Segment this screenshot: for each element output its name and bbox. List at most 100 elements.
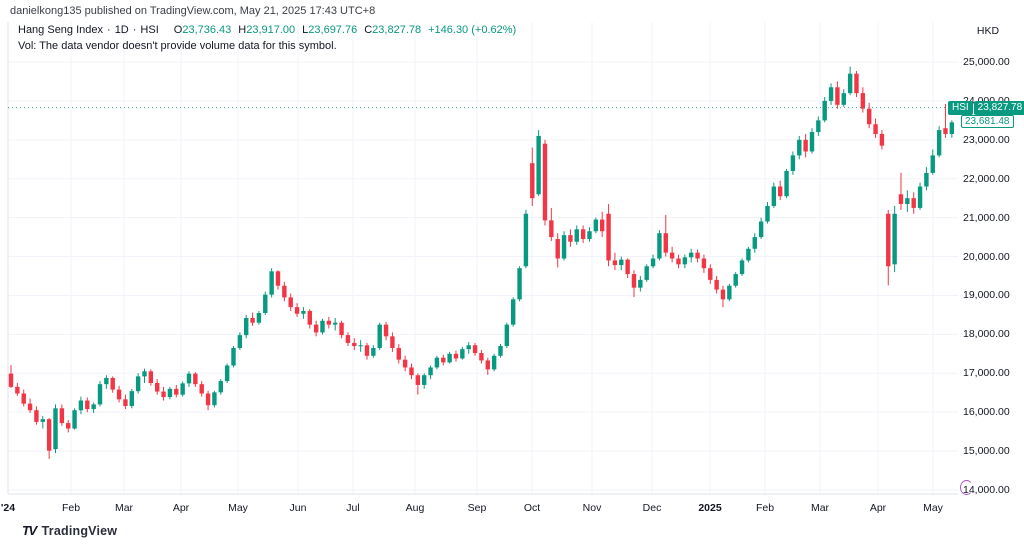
price-axis-tick: 20,000.00 <box>963 250 1010 263</box>
candle-body <box>580 229 586 240</box>
price-axis-tick: 21,000.00 <box>963 211 1010 224</box>
candle-body <box>898 194 904 205</box>
candle-body <box>212 392 217 406</box>
candle-body <box>612 260 618 266</box>
candle-body <box>66 423 71 429</box>
candle-body <box>879 133 885 146</box>
candle-body <box>320 320 325 333</box>
candle-body <box>943 128 948 134</box>
candle-body <box>263 294 268 313</box>
candle-body <box>396 347 401 360</box>
candle-body <box>8 373 14 387</box>
candle-body <box>574 229 579 242</box>
time-axis-tick: Mar <box>114 502 134 514</box>
candle-body <box>244 318 249 336</box>
tradingview-attribution[interactable]: TV TradingView <box>22 523 117 538</box>
candle-body <box>237 335 243 348</box>
candle-body <box>695 252 700 259</box>
candle-body <box>174 388 179 395</box>
candle-body <box>669 252 675 259</box>
candle-body <box>625 259 630 275</box>
prev-close-label: 23,681.48 <box>961 115 1014 129</box>
price-axis-tick: 18,000.00 <box>963 328 1010 341</box>
candle-body <box>224 365 230 382</box>
candle-body <box>688 252 694 258</box>
candle-body <box>777 186 783 197</box>
candle-body <box>491 355 497 370</box>
candle-body <box>593 219 599 232</box>
candle-body <box>860 93 866 109</box>
candle-body <box>835 87 840 105</box>
candle-body <box>402 359 408 368</box>
candle-body <box>758 221 764 238</box>
time-axis-tick: Aug <box>405 502 425 514</box>
price-axis-tick: 25,000.00 <box>963 56 1010 68</box>
candle-body <box>199 384 204 394</box>
candle-body <box>339 322 344 336</box>
candle-body <box>21 393 26 404</box>
open-value: 23,736.43 <box>182 24 232 36</box>
candle-body <box>231 347 236 366</box>
time-axis-tick: Mar <box>810 502 830 514</box>
interval-label[interactable]: 1D <box>114 24 129 36</box>
time-axis-tick: Feb <box>61 502 81 514</box>
candle-body <box>383 324 389 337</box>
candle-body <box>333 322 338 325</box>
candle-body <box>517 268 522 300</box>
candle-body <box>485 360 490 370</box>
price-axis-tick: 23,000.00 <box>963 133 1010 146</box>
candle-body <box>892 213 897 265</box>
candle-body <box>422 375 427 385</box>
candle-body <box>663 233 668 253</box>
candle-body <box>472 345 478 354</box>
candle-body <box>866 108 872 125</box>
candle-body <box>307 311 312 325</box>
candle-body <box>555 239 560 259</box>
price-axis-tick: 15,000.00 <box>963 445 1010 458</box>
candle-body <box>644 266 649 280</box>
candle-body <box>453 353 459 359</box>
candle-body <box>816 120 821 133</box>
candle-body <box>682 257 688 265</box>
candle-body <box>498 346 503 356</box>
candle-body <box>917 186 923 208</box>
candle-body <box>123 399 128 406</box>
candle-body <box>15 386 20 394</box>
candle-body <box>415 375 421 385</box>
candle-body <box>676 258 681 265</box>
candle-body <box>135 376 141 392</box>
legend-title-row: Hang Seng Index · 1D · HSI O23,736.43 H23,917.… <box>18 24 516 36</box>
candle-body <box>447 353 452 363</box>
candle-body <box>466 345 471 350</box>
time-axis-tick: Jun <box>289 502 307 514</box>
candle-body <box>854 73 859 94</box>
candle-body <box>294 307 300 314</box>
candle-body <box>701 258 707 269</box>
candle-body <box>129 391 134 406</box>
candle-body <box>53 408 58 450</box>
volume-note: Vol: The data vendor doesn't provide vol… <box>18 40 337 52</box>
candle-body <box>530 163 535 199</box>
badge-price: 23,827.78 <box>973 100 1024 115</box>
candle-body <box>790 155 796 171</box>
candle-body <box>256 312 262 323</box>
symbol-title: Hang Seng Index <box>18 24 104 36</box>
candle-body <box>180 383 185 395</box>
brand-name: TradingView <box>41 523 118 538</box>
time-axis-tick: Jul <box>346 502 360 514</box>
candle-body <box>752 237 757 249</box>
candle-body <box>822 100 827 121</box>
low-value: 23,697.76 <box>308 24 358 36</box>
candle-body <box>542 143 548 221</box>
candle-body <box>828 87 834 101</box>
candle-body <box>313 324 319 333</box>
time-axis-tick: May <box>923 502 943 514</box>
candle-body <box>739 260 745 275</box>
candle-body <box>504 324 510 347</box>
candle-body <box>104 377 109 385</box>
low-label: L <box>302 24 309 36</box>
symbol-code[interactable]: HSI <box>140 24 159 36</box>
candle-body <box>720 289 726 300</box>
open-label: O <box>173 24 183 36</box>
